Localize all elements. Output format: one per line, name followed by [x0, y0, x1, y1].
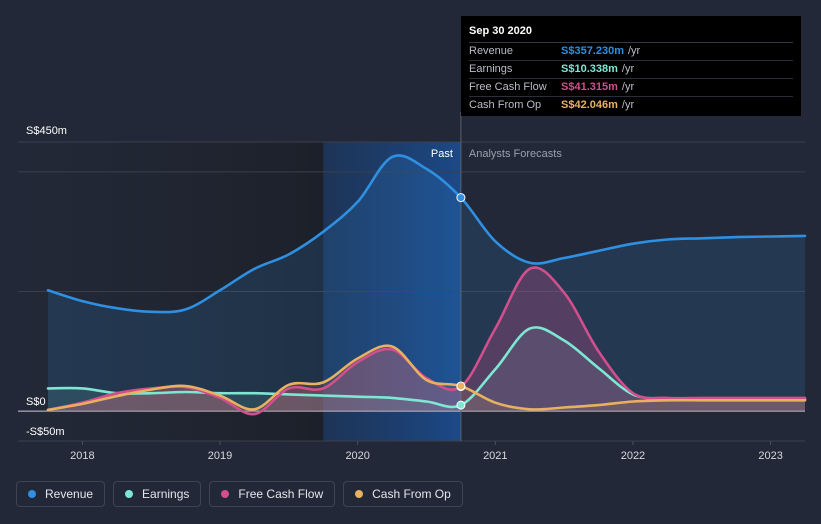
legend-label: Revenue [45, 487, 94, 501]
x-tick-label: 2019 [208, 450, 232, 462]
tooltip-label: Free Cash Flow [469, 81, 547, 93]
legend-item-earnings[interactable]: Earnings [113, 481, 202, 507]
tooltip-unit: /yr [621, 63, 635, 75]
area-cash-from-op [48, 345, 805, 412]
tooltip-row-earnings: Earnings S$10.338m /yr [469, 61, 793, 79]
x-tick-label: 2023 [758, 450, 782, 462]
y-tick-label: S$0 [26, 396, 46, 408]
tooltip-value: S$10.338m [561, 63, 618, 75]
legend-label: Earnings [142, 487, 190, 501]
tooltip-value: S$41.315m [561, 81, 618, 93]
x-tick-label: 2020 [345, 450, 369, 462]
area-revenue [48, 155, 805, 412]
y-tick-label: -S$50m [26, 426, 65, 438]
legend-item-revenue[interactable]: Revenue [16, 481, 106, 507]
marker-revenue [456, 193, 466, 203]
tooltip-value: S$42.046m [561, 99, 618, 111]
marker-cash-from-op [456, 381, 466, 391]
tooltip-unit: /yr [628, 45, 641, 57]
tooltip-label: Cash From Op [469, 99, 542, 111]
marker-earnings [456, 400, 466, 410]
tooltip-unit: /yr [621, 99, 635, 111]
legend-dot-icon [28, 490, 36, 498]
legend-dot-icon [221, 490, 230, 498]
past-label: Past [431, 148, 453, 160]
tooltip-row-free-cash-flow: Free Cash Flow S$41.315m /yr [469, 79, 793, 97]
forecast-label: Analysts Forecasts [469, 148, 562, 160]
y-tick-label: S$450m [26, 125, 67, 137]
area-earnings [48, 327, 805, 412]
tooltip-label: Earnings [469, 63, 513, 75]
x-tick-label: 2022 [621, 450, 645, 462]
tooltip-label: Revenue [469, 45, 514, 57]
legend-dot-icon [125, 490, 134, 498]
line-revenue [46, 154, 807, 314]
legend-label: Free Cash Flow [238, 487, 324, 501]
tooltip-date: Sep 30 2020 [469, 24, 793, 43]
legend-item-cash-from-op[interactable]: Cash From Op [343, 481, 463, 507]
legend-label: Cash From Op [372, 487, 451, 501]
legend-item-free-cash-flow[interactable]: Free Cash Flow [209, 481, 336, 507]
tooltip-value: S$357.230m [561, 45, 624, 57]
line-cash-from-op [46, 344, 807, 412]
tooltip-row-revenue: Revenue S$357.230m /yr [469, 43, 793, 61]
chart-tooltip: Sep 30 2020 Revenue S$357.230m /yr Earni… [461, 16, 801, 116]
chart-legend: Revenue Earnings Free Cash Flow Cash Fro… [16, 481, 463, 507]
tooltip-row-cash-from-op: Cash From Op S$42.046m /yr [469, 97, 793, 114]
tooltip-unit: /yr [621, 81, 635, 93]
legend-dot-icon [355, 490, 364, 498]
x-tick-label: 2018 [70, 450, 94, 462]
x-tick-label: 2021 [483, 450, 507, 462]
